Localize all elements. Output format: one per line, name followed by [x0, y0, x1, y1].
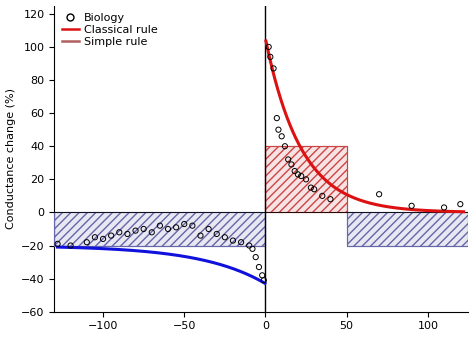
Point: [99, 236, 107, 242]
Point: [164, 226, 172, 232]
Point: [291, 168, 299, 174]
Point: [189, 223, 196, 228]
Point: [327, 196, 334, 202]
Point: [246, 243, 253, 248]
Point: [284, 157, 292, 162]
Point: [297, 173, 305, 179]
Point: [205, 226, 212, 232]
Point: [266, 54, 274, 60]
Point: [258, 273, 266, 278]
Point: [181, 221, 188, 227]
Bar: [265, 146, 346, 212]
Point: [440, 205, 448, 210]
Bar: [346, 212, 468, 246]
Bar: [55, 212, 265, 246]
Point: [456, 202, 464, 207]
Bar: [55, 212, 265, 246]
Point: [221, 235, 228, 240]
Bar: [265, 146, 346, 212]
Point: [249, 246, 256, 251]
Point: [67, 243, 74, 248]
Point: [294, 172, 302, 177]
Point: [307, 185, 315, 190]
Point: [288, 162, 295, 167]
Point: [278, 133, 285, 139]
Point: [260, 278, 268, 283]
Point: [54, 241, 61, 247]
Point: [319, 193, 326, 198]
Bar: [346, 212, 468, 246]
Point: [173, 225, 180, 230]
Point: [83, 240, 91, 245]
Point: [302, 177, 310, 182]
Point: [265, 44, 273, 50]
Point: [213, 231, 220, 237]
Point: [252, 254, 259, 260]
Point: [255, 264, 263, 270]
Point: [132, 228, 139, 233]
Point: [237, 240, 245, 245]
Point: [108, 233, 115, 238]
Point: [91, 235, 99, 240]
Point: [281, 144, 289, 149]
Legend: Biology, Classical rule, Simple rule: Biology, Classical rule, Simple rule: [60, 11, 160, 49]
Bar: [55, 212, 265, 246]
Point: [274, 127, 282, 132]
Point: [310, 187, 318, 192]
Point: [116, 229, 123, 235]
Point: [124, 231, 131, 237]
Bar: [346, 212, 468, 246]
Bar: [265, 146, 346, 212]
Point: [408, 203, 415, 209]
Point: [375, 191, 383, 197]
Point: [156, 223, 164, 228]
Point: [197, 233, 204, 238]
Point: [229, 238, 237, 243]
Point: [273, 115, 281, 121]
Y-axis label: Conductance change (%): Conductance change (%): [6, 88, 16, 229]
Point: [148, 229, 155, 235]
Point: [140, 226, 147, 232]
Point: [270, 66, 277, 71]
